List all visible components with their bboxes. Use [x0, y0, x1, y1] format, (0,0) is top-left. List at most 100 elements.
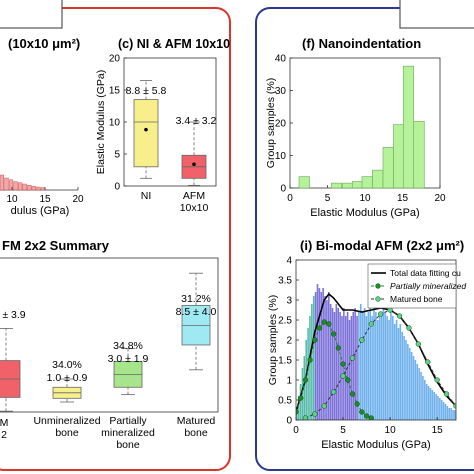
c-y-tick-label: 0 [114, 182, 120, 193]
summary-annotation: 3.0 ± 1.9 [108, 353, 149, 365]
f-y-tick-label: 10 [275, 151, 287, 162]
i-bar [395, 320, 398, 420]
i-bar [303, 356, 306, 420]
b-bar [13, 181, 18, 191]
f-bar [372, 169, 384, 189]
i-y-tick-label: 2 [286, 336, 292, 347]
i-point-partially-mineralized [307, 357, 313, 363]
i-bar [399, 324, 402, 420]
i-legend-label: Partially mineralized [390, 281, 466, 291]
i-point-partially-mineralized [312, 337, 318, 343]
i-legend-marker-matured [375, 296, 381, 302]
b-bar [36, 186, 41, 191]
i-bar [442, 402, 445, 420]
i-bar [373, 308, 375, 420]
summary-x-tick-label: Unmineralized [33, 415, 100, 427]
f-bar [361, 176, 373, 189]
i-bar [301, 368, 304, 420]
i-legend-label: Matured bone [390, 294, 443, 304]
left-partial-title: (10x10 μm²) [8, 36, 80, 51]
f-bar [382, 147, 394, 189]
b-bar [22, 183, 27, 191]
i-bar [335, 304, 338, 420]
i-bar [401, 332, 403, 420]
i-bar [307, 328, 309, 420]
i-bar [375, 312, 377, 420]
i-point-matured-bone [349, 355, 356, 361]
i-bar [324, 296, 326, 420]
i-bar [444, 404, 447, 420]
b-x-tick-label: 20 [72, 194, 84, 205]
i-bar [316, 284, 319, 420]
c-y-tick-label: 10 [109, 118, 121, 129]
i-bar [378, 312, 381, 420]
i-bar [352, 312, 355, 420]
i-point-matured-bone [340, 373, 346, 379]
i-point-matured-bone [312, 411, 318, 417]
summary-x-tick-label: Partially [109, 415, 147, 427]
f-x-tick-label: 10 [359, 193, 371, 204]
summary-axes-frame [0, 257, 219, 413]
i-point-matured-bone [387, 307, 393, 313]
summary-annotation-pct: 31.2% [181, 293, 211, 305]
panel-f-title: (f) Nanoindentation [302, 36, 421, 51]
i-point-partially-mineralized [368, 415, 374, 420]
i-point-partially-mineralized [326, 321, 332, 327]
summary-x-tick-label: bone [55, 427, 79, 439]
summary-annotation: 8.5 ± 4.0 [176, 306, 217, 318]
summary-x-tick-label: bone [116, 439, 140, 451]
f-x-tick-label: 5 [325, 193, 331, 204]
i-bar [393, 324, 396, 420]
i-bar [344, 316, 347, 420]
i-bar [431, 390, 434, 420]
i-point-partially-mineralized [298, 395, 304, 401]
i-bar [412, 356, 415, 420]
i-y-tick-label: 0.5 [278, 396, 292, 407]
i-bar [424, 380, 426, 420]
summary-x-tick-label: bone [184, 427, 208, 439]
c-y-tick-label: 20 [109, 54, 121, 65]
i-x-tick-label: 15 [432, 425, 444, 436]
i-bar [405, 340, 407, 420]
i-bar [435, 394, 437, 420]
c-x-tick-label: NI [141, 190, 152, 202]
i-bar [354, 308, 356, 420]
i-y-tick-label: 0 [286, 416, 292, 427]
i-bar [314, 292, 317, 420]
i-bar [333, 312, 336, 420]
i-bar [433, 392, 435, 420]
i-x-tick-label: 10 [385, 425, 397, 436]
i-point-matured-bone [368, 321, 374, 327]
i-bar [363, 308, 366, 420]
c-x-tick-label: 10x10 [180, 202, 209, 214]
i-bar [337, 308, 339, 420]
c-y-tick-label: 5 [114, 150, 120, 161]
summary-x-tick-label: Matured [177, 415, 216, 427]
panel-c-title: (c) NI & AFM 10x10 [118, 37, 230, 51]
i-point-partially-mineralized [316, 325, 323, 331]
i-point-matured-bone [330, 389, 337, 395]
i-point-partially-mineralized [330, 331, 337, 337]
f-x-tick-label: 15 [397, 193, 409, 204]
i-bar [341, 316, 343, 420]
i-bar [328, 292, 330, 420]
i-bar [376, 320, 379, 420]
i-bar [326, 300, 328, 420]
i-bar [386, 316, 388, 420]
i-point-partially-mineralized [359, 409, 365, 415]
summary-annotation: ± 3.9 [2, 309, 25, 321]
i-bar [360, 304, 362, 420]
i-y-tick-label: 1 [286, 376, 292, 387]
f-bar [402, 65, 415, 189]
i-legend-marker-partial [375, 283, 381, 289]
i-y-tick-label: 4 [286, 256, 292, 267]
i-bars-group [296, 284, 456, 420]
b-bar [27, 184, 32, 191]
summary-annotation-pct: 34.8% [113, 340, 143, 352]
b-bar [31, 186, 36, 191]
i-bar [367, 312, 370, 420]
left-header-tab [0, 0, 63, 29]
i-bar [371, 316, 373, 420]
b-bar [0, 174, 4, 191]
